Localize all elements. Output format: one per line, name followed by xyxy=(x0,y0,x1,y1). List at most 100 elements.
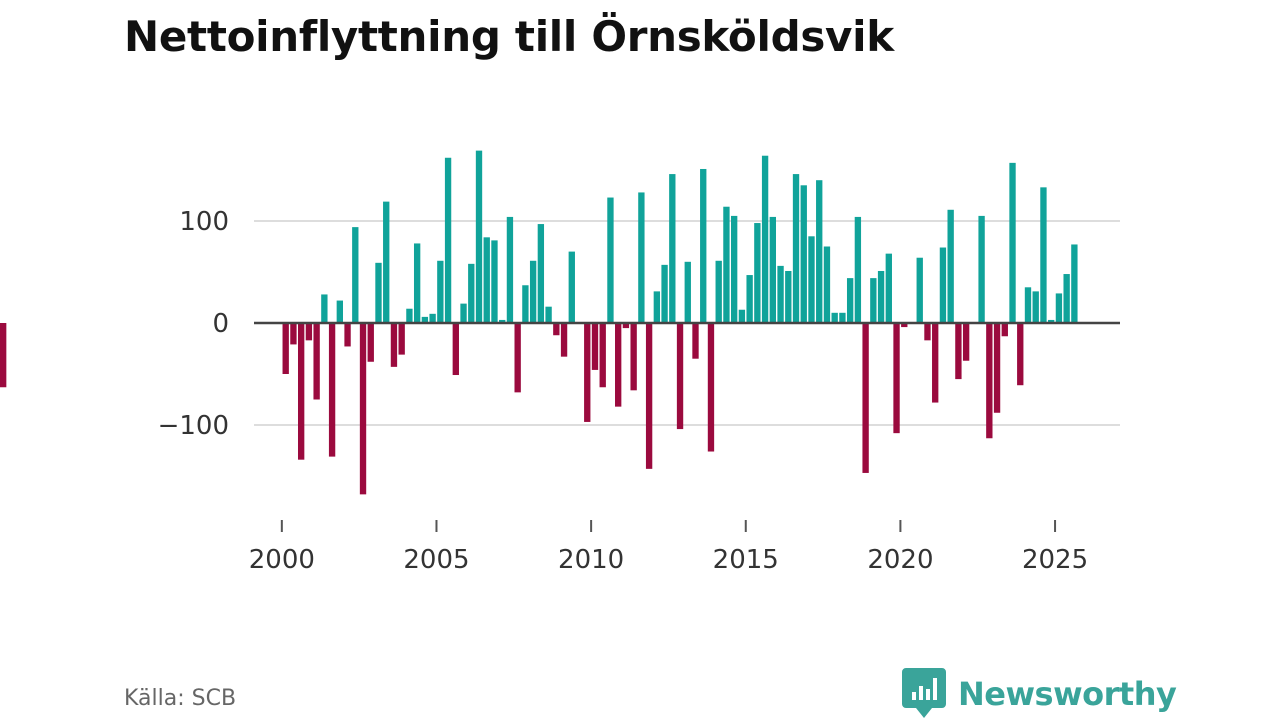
bar-positive[interactable] xyxy=(916,257,923,323)
bar-negative[interactable] xyxy=(692,323,699,359)
bar-positive[interactable] xyxy=(877,270,885,323)
bar-positive[interactable] xyxy=(777,265,784,323)
bar-positive[interactable] xyxy=(1071,244,1078,323)
bar-positive[interactable] xyxy=(754,223,761,323)
bar-negative[interactable] xyxy=(398,323,405,355)
bar-positive[interactable] xyxy=(444,157,452,323)
bar-negative[interactable] xyxy=(313,323,320,400)
bar-positive[interactable] xyxy=(816,180,823,323)
bar-positive[interactable] xyxy=(437,260,444,323)
bar-negative[interactable] xyxy=(367,323,374,362)
bar-negative[interactable] xyxy=(0,323,7,388)
bar-negative[interactable] xyxy=(993,323,1001,413)
bar-positive[interactable] xyxy=(978,215,985,323)
bar-positive[interactable] xyxy=(746,275,753,323)
bar-negative[interactable] xyxy=(955,323,962,380)
bar-positive[interactable] xyxy=(483,237,490,323)
bar-positive[interactable] xyxy=(545,306,552,323)
bar-negative[interactable] xyxy=(584,323,591,422)
bar-positive[interactable] xyxy=(529,260,537,323)
bar-positive[interactable] xyxy=(352,227,359,323)
bar-negative[interactable] xyxy=(622,323,630,329)
bar-negative[interactable] xyxy=(862,323,869,473)
bar-negative[interactable] xyxy=(615,323,622,407)
bar-negative[interactable] xyxy=(932,323,939,403)
bar-negative[interactable] xyxy=(986,323,993,439)
bar-positive[interactable] xyxy=(421,316,429,323)
bar-positive[interactable] xyxy=(321,294,328,323)
bar-positive[interactable] xyxy=(383,201,390,323)
bar-negative[interactable] xyxy=(645,323,653,469)
bar-positive[interactable] xyxy=(336,300,343,323)
bar-positive[interactable] xyxy=(669,174,676,323)
bar-negative[interactable] xyxy=(1017,323,1024,386)
bar-positive[interactable] xyxy=(700,168,707,323)
bar-negative[interactable] xyxy=(962,323,970,361)
bar-positive[interactable] xyxy=(947,209,954,323)
bar-positive[interactable] xyxy=(499,319,506,323)
bar-positive[interactable] xyxy=(1040,187,1047,323)
bar-positive[interactable] xyxy=(839,312,846,323)
bar-negative[interactable] xyxy=(676,323,684,430)
bar-negative[interactable] xyxy=(344,323,351,347)
bar-positive[interactable] xyxy=(730,215,738,323)
bar-negative[interactable] xyxy=(591,323,599,370)
bar-negative[interactable] xyxy=(901,323,908,328)
bar-positive[interactable] xyxy=(870,278,877,323)
bar-positive[interactable] xyxy=(468,263,475,323)
bar-negative[interactable] xyxy=(297,323,305,460)
bar-negative[interactable] xyxy=(553,323,560,336)
bar-positive[interactable] xyxy=(537,224,545,323)
bar-positive[interactable] xyxy=(661,264,668,323)
bar-positive[interactable] xyxy=(429,313,436,323)
bar-positive[interactable] xyxy=(491,240,498,323)
bar-positive[interactable] xyxy=(723,206,730,323)
bar-positive[interactable] xyxy=(506,216,514,323)
bar-positive[interactable] xyxy=(568,251,575,323)
bar-negative[interactable] xyxy=(599,323,606,388)
bar-negative[interactable] xyxy=(290,323,297,345)
bar-positive[interactable] xyxy=(1048,319,1055,323)
bar-negative[interactable] xyxy=(282,323,289,374)
bar-negative[interactable] xyxy=(560,323,568,357)
bar-positive[interactable] xyxy=(475,150,483,323)
brand-logo[interactable]: Newsworthy xyxy=(902,668,1177,720)
bar-positive[interactable] xyxy=(808,236,815,323)
bar-positive[interactable] xyxy=(684,261,691,323)
bar-positive[interactable] xyxy=(1024,287,1032,323)
bar-positive[interactable] xyxy=(939,247,947,323)
bar-negative[interactable] xyxy=(630,323,637,391)
bar-negative[interactable] xyxy=(514,323,521,393)
bar-negative[interactable] xyxy=(328,323,336,457)
bar-positive[interactable] xyxy=(715,260,722,323)
bar-positive[interactable] xyxy=(522,285,529,323)
bar-positive[interactable] xyxy=(1055,293,1063,323)
bar-positive[interactable] xyxy=(792,174,800,323)
bar-positive[interactable] xyxy=(785,270,792,323)
bar-positive[interactable] xyxy=(761,155,769,323)
bar-positive[interactable] xyxy=(885,253,892,323)
bar-negative[interactable] xyxy=(924,323,931,341)
bar-negative[interactable] xyxy=(707,323,715,452)
bar-positive[interactable] xyxy=(846,278,854,323)
bar-positive[interactable] xyxy=(653,291,661,323)
bar-negative[interactable] xyxy=(893,323,900,434)
bar-positive[interactable] xyxy=(638,192,645,323)
bar-negative[interactable] xyxy=(390,323,398,367)
bar-negative[interactable] xyxy=(452,323,459,376)
bar-positive[interactable] xyxy=(800,185,807,323)
bar-positive[interactable] xyxy=(854,216,862,323)
bar-positive[interactable] xyxy=(375,262,382,323)
bar-positive[interactable] xyxy=(823,246,831,324)
bar-positive[interactable] xyxy=(460,303,467,323)
bar-negative[interactable] xyxy=(1001,323,1008,337)
bar-positive[interactable] xyxy=(1032,291,1039,323)
bar-negative[interactable] xyxy=(305,323,313,341)
bar-positive[interactable] xyxy=(607,197,614,323)
bar-positive[interactable] xyxy=(406,308,413,323)
bar-positive[interactable] xyxy=(413,243,421,323)
bar-positive[interactable] xyxy=(738,309,746,323)
bar-positive[interactable] xyxy=(769,216,776,323)
bar-negative[interactable] xyxy=(359,323,367,495)
bar-positive[interactable] xyxy=(831,312,838,323)
